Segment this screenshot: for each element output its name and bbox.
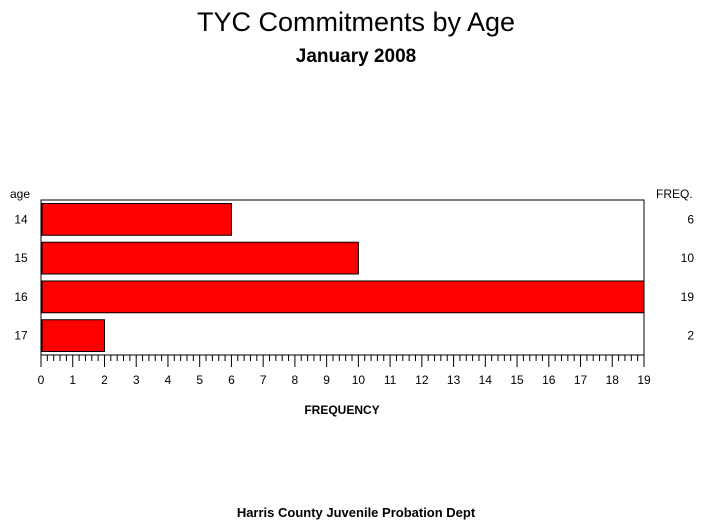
- x-tick-label-6: 6: [228, 373, 235, 387]
- x-tick-label-8: 8: [292, 373, 299, 387]
- bar-age-15: [41, 241, 359, 275]
- x-tick-label-18: 18: [606, 373, 620, 387]
- bar-age-17: [41, 319, 105, 353]
- value-label-17: 2: [687, 329, 694, 343]
- x-tick-label-2: 2: [101, 373, 108, 387]
- category-header: age: [10, 187, 30, 201]
- category-label-14: 14: [14, 212, 28, 226]
- x-tick-label-7: 7: [260, 373, 267, 387]
- category-labels: 14 15 16 17: [14, 212, 28, 342]
- category-label-16: 16: [14, 290, 28, 304]
- x-tick-label-13: 13: [447, 373, 461, 387]
- category-label-17: 17: [14, 329, 28, 343]
- x-tick-label-5: 5: [196, 373, 203, 387]
- x-tick-label-17: 17: [574, 373, 588, 387]
- x-tick-label-10: 10: [352, 373, 366, 387]
- bar-age-14: [41, 202, 232, 236]
- x-tick-label-9: 9: [323, 373, 330, 387]
- value-label-14: 6: [687, 212, 694, 226]
- bar-age-16: [41, 280, 645, 314]
- x-axis: 0 1 2 3 4 5 6 7 8 9 10 11 12 13 14 15 16 17 18 19: [38, 354, 651, 387]
- value-label-15: 10: [681, 251, 695, 265]
- x-tick-label-15: 15: [510, 373, 524, 387]
- x-tick-label-11: 11: [384, 373, 397, 387]
- footnote: Harris County Juvenile Probation Dept: [237, 505, 476, 520]
- x-tick-label-0: 0: [38, 373, 45, 387]
- bars: [41, 202, 645, 353]
- x-tick-label-12: 12: [415, 373, 429, 387]
- category-label-15: 15: [14, 251, 28, 265]
- chart-subtitle: January 2008: [296, 46, 416, 67]
- value-labels: 6 10 19 2: [681, 212, 695, 342]
- x-tick-label-4: 4: [165, 373, 172, 387]
- value-label-16: 19: [681, 290, 695, 304]
- x-tick-label-1: 1: [69, 373, 76, 387]
- x-tick-label-3: 3: [133, 373, 140, 387]
- chart-title: TYC Commitments by Age: [197, 7, 515, 37]
- x-tick-label-16: 16: [542, 373, 556, 387]
- x-axis-label: FREQUENCY: [304, 403, 379, 417]
- value-header: FREQ.: [656, 187, 693, 201]
- x-tick-label-14: 14: [479, 373, 493, 387]
- x-tick-label-19: 19: [637, 373, 651, 387]
